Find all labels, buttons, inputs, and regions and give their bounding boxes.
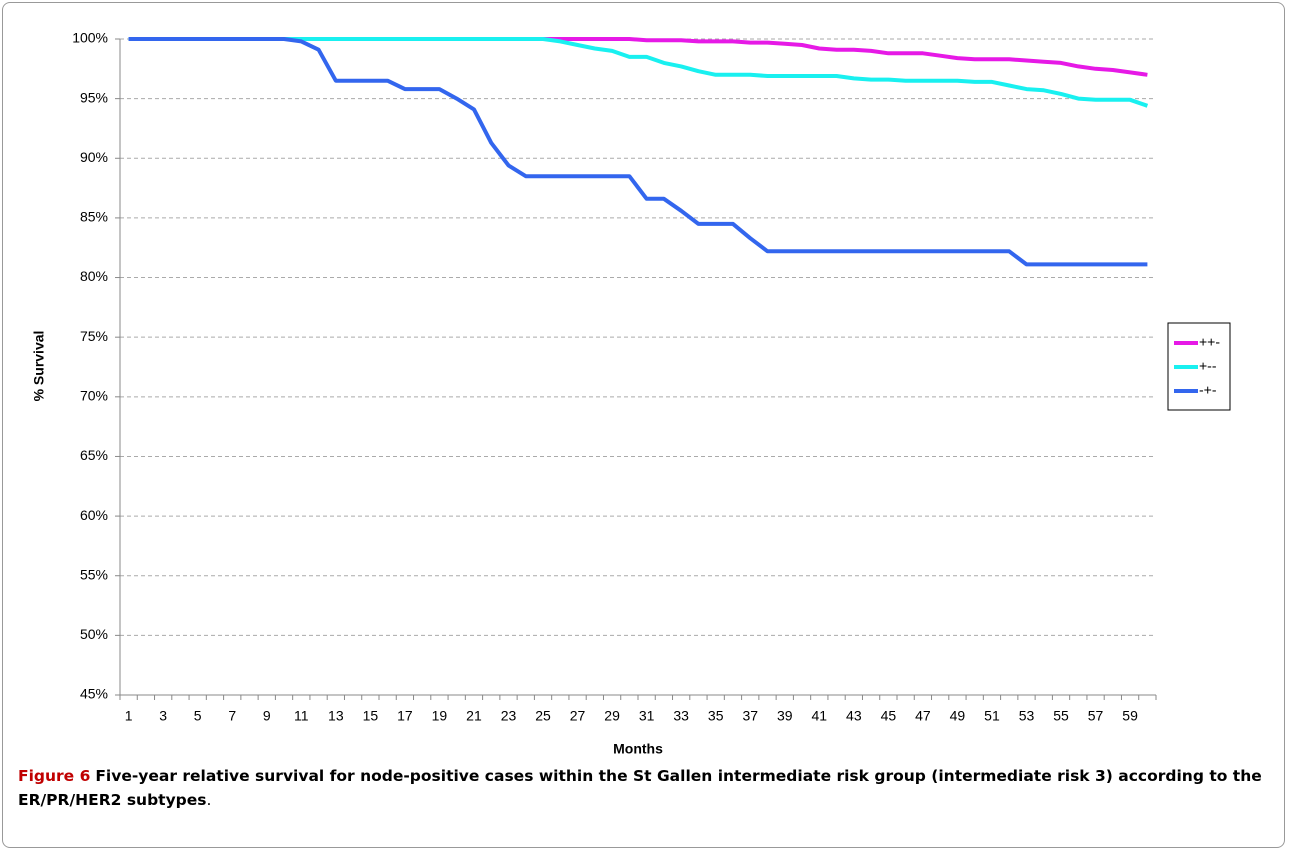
x-tick-label: 51 [984, 708, 1000, 724]
x-tick-label: 47 [915, 708, 931, 724]
x-tick-label: 9 [263, 708, 271, 724]
x-tick-label: 49 [950, 708, 966, 724]
y-tick-label: 75% [80, 328, 108, 344]
x-tick-label: 59 [1122, 708, 1138, 724]
y-tick-label: 65% [80, 447, 108, 463]
legend-label: +-- [1199, 358, 1217, 374]
x-tick-label: 1 [125, 708, 133, 724]
x-tick-label: 33 [673, 708, 689, 724]
x-axis-label: Months [613, 741, 663, 757]
x-tick-label: 19 [432, 708, 448, 724]
chart: % Survival Months 45% 50% 55% 60% 65% 70% 75% 8… [31, 30, 1231, 757]
x-tick-label: 45 [881, 708, 897, 724]
y-tick-label: 90% [80, 149, 108, 165]
x-tick-label: 57 [1088, 708, 1104, 724]
x-tick-label: 35 [708, 708, 724, 724]
x-tick-label: 17 [397, 708, 413, 724]
x-tick-label: 53 [1019, 708, 1035, 724]
series-line [128, 37, 1149, 108]
series-line [128, 37, 1148, 267]
y-tick-label: 60% [80, 507, 108, 523]
y-tick-label: 45% [80, 686, 108, 702]
x-tick-label: 7 [228, 708, 236, 724]
caption-text: Five-year relative survival for node-pos… [18, 767, 1262, 809]
x-tick-label: 21 [466, 708, 482, 724]
x-tick-label: 13 [328, 708, 344, 724]
caption: Figure 6 Five-year relative survival for… [18, 764, 1278, 812]
x-tick-label: 3 [159, 708, 167, 724]
x-tick-label: 41 [812, 708, 828, 724]
legend-label: -+- [1199, 382, 1217, 398]
x-tick-label: 15 [363, 708, 379, 724]
x-tick-label: 31 [639, 708, 655, 724]
y-axis-label: % Survival [31, 331, 47, 402]
x-tick-label: 37 [742, 708, 758, 724]
y-tick-label: 50% [80, 626, 108, 642]
legend-label: ++- [1199, 334, 1220, 350]
x-tick-label: 5 [194, 708, 202, 724]
x-tick-label: 11 [294, 708, 309, 724]
y-tick-label: 100% [72, 30, 108, 46]
caption-end: . [206, 791, 212, 809]
caption-label: Figure 6 [18, 767, 91, 785]
x-tick-label: 29 [604, 708, 620, 724]
y-tick-label: 80% [80, 268, 108, 284]
x-tick-label: 39 [777, 708, 793, 724]
x-tick-label: 43 [846, 708, 862, 724]
x-tick-label: 27 [570, 708, 586, 724]
y-tick-label: 55% [80, 566, 108, 582]
y-tick-label: 85% [80, 209, 108, 225]
x-tick-label: 23 [501, 708, 517, 724]
y-tick-label: 95% [80, 89, 108, 105]
y-tick-label: 70% [80, 388, 108, 404]
x-tick-label: 55 [1053, 708, 1069, 724]
x-tick-label: 25 [535, 708, 551, 724]
